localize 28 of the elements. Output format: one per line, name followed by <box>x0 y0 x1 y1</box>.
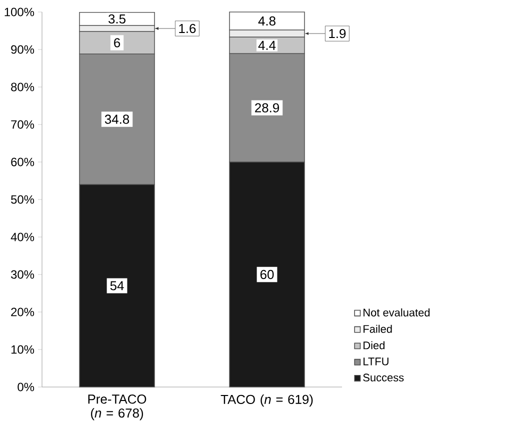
data-label: 1.9 <box>329 28 346 38</box>
y-tick-label: 70% <box>11 120 34 129</box>
data-label: 28.9 <box>255 103 280 112</box>
legend-label: Died <box>364 341 384 350</box>
y-tick-label: 0% <box>18 382 34 392</box>
y-tick-label: 20% <box>11 308 34 316</box>
legend-label: LTFU <box>364 358 388 366</box>
y-tick-label: 100% <box>4 8 34 16</box>
data-label: 4.4 <box>258 40 276 50</box>
y-tick-label: 60% <box>11 158 34 166</box>
legend-label: Not evaluated <box>364 308 430 316</box>
y-tick-label: 90% <box>11 45 34 54</box>
legend-label: Failed <box>364 324 392 333</box>
legend-label: Success <box>363 374 404 382</box>
y-tick-label: 80% <box>11 82 34 92</box>
data-label: 54 <box>110 281 124 290</box>
y-tick-label: 50% <box>11 195 34 204</box>
y-tick-label: 10% <box>11 345 34 354</box>
data-label: 4.8 <box>258 16 276 26</box>
x-tick-label: Pre-TACO (n = 678) <box>88 394 146 420</box>
data-label: 1.6 <box>179 24 196 34</box>
data-label: 6 <box>114 38 120 48</box>
data-label: 60 <box>260 270 274 280</box>
y-tick-label: 40% <box>10 232 34 242</box>
x-tick-label: TACO (n = 619) <box>220 394 313 407</box>
data-label: 3.5 <box>108 14 126 24</box>
y-tick-label: 30% <box>11 270 34 279</box>
data-label: 34.8 <box>104 114 130 124</box>
